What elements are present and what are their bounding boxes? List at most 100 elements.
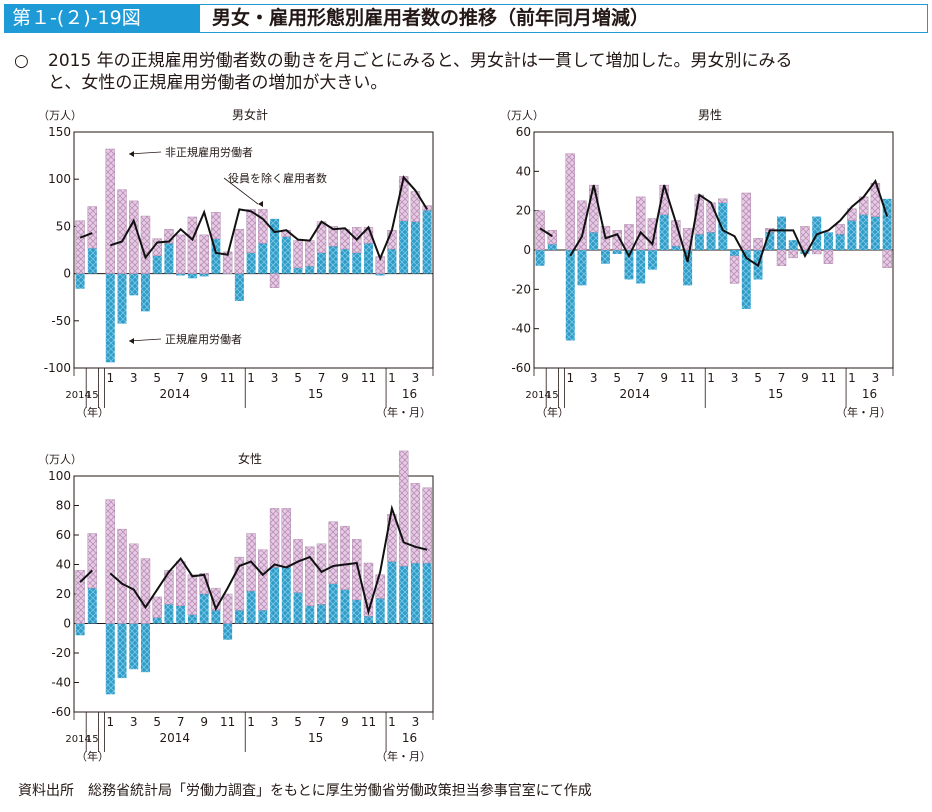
bar-regular-month: [199, 273, 209, 277]
bar-regular-annual: [75, 273, 85, 289]
x-unit-year: （年）: [76, 749, 109, 763]
bar-nonregular-month: [117, 189, 127, 274]
chart-title: 男女計: [232, 107, 268, 122]
y-tick-label: 100: [48, 469, 71, 483]
summary-text: ○ 2015 年の正規雇用労働者数の動きを月ごとにみると、男女計は一貫して増加した…: [14, 50, 919, 94]
bar-nonregular-annual: [75, 570, 85, 624]
annotation-arrow: [129, 338, 134, 344]
bar-regular-month: [399, 220, 409, 274]
annotation-leader: [223, 177, 259, 205]
annotation-label: 正規雇用労働者: [165, 332, 242, 346]
x-year-label: 15: [308, 731, 323, 745]
bar-nonregular-month: [612, 230, 622, 251]
summary-line-1: 2015 年の正規雇用労働者数の動きを月ごとにみると、男女計は一貫して増加した。…: [48, 51, 793, 71]
bar-regular-month: [176, 273, 186, 276]
bar-regular-month: [694, 234, 704, 250]
bar-nonregular-month: [211, 212, 221, 239]
x-unit-month: （年・月）: [376, 405, 431, 419]
y-tick-label: 100: [48, 172, 71, 186]
bar-regular-month: [741, 250, 751, 309]
bar-nonregular-month: [129, 200, 139, 274]
x-month-label: 9: [801, 371, 809, 385]
x-month-label: 5: [153, 715, 161, 729]
x-year-label: 2014: [620, 387, 651, 401]
bar-nonregular-month: [741, 192, 752, 251]
x-month-label: 7: [637, 371, 645, 385]
y-tick-label: 50: [56, 219, 71, 233]
bar-regular-month: [577, 250, 587, 286]
bar-nonregular-month: [105, 148, 115, 274]
bar-regular-month: [823, 232, 833, 250]
x-annual-label: 15: [86, 734, 99, 745]
bar-nonregular-month: [647, 218, 658, 251]
chart-title: 女性: [238, 451, 262, 466]
bar-regular-annual: [535, 250, 545, 266]
bar-regular-month: [410, 221, 420, 274]
line-total-annual: [539, 227, 553, 238]
annotation-leader: [128, 151, 162, 155]
bar-regular-month: [565, 250, 575, 341]
x-month-label: 11: [220, 715, 235, 729]
source-note: 資料出所 総務省統計局「労働力調査」をもとに厚生労働省労働政策担当参事官室にて作…: [18, 783, 592, 799]
bar-nonregular-month: [199, 573, 209, 595]
bar-regular-month: [352, 599, 362, 624]
bar-regular-month: [223, 623, 233, 640]
x-unit-month: （年・月）: [836, 405, 891, 419]
bar-regular-month: [281, 236, 291, 274]
line-total-annual: [79, 569, 93, 583]
bar-regular-month: [105, 623, 115, 695]
bar-nonregular-annual: [75, 220, 85, 274]
bar-regular-month: [340, 589, 350, 624]
bar-nonregular-month: [293, 240, 303, 269]
bar-regular-month: [140, 273, 150, 312]
x-month-label: 1: [566, 371, 574, 385]
bar-regular-month: [706, 232, 716, 250]
y-tick-label: 20: [516, 204, 531, 218]
x-month-label: 3: [130, 715, 138, 729]
x-month-label: 9: [200, 371, 208, 385]
bar-nonregular-annual: [87, 533, 98, 589]
x-month-label: 3: [731, 371, 739, 385]
bar-nonregular-month: [293, 539, 303, 593]
bar-nonregular-month: [258, 209, 268, 244]
bar-regular-month: [718, 202, 728, 250]
bar-regular-month: [387, 561, 397, 624]
bar-regular-month: [375, 598, 385, 624]
bar-regular-month: [800, 250, 810, 254]
bar-nonregular-month: [706, 202, 716, 233]
header-rule: [4, 32, 928, 33]
bar-regular-month: [258, 243, 268, 274]
bar-regular-month: [589, 232, 599, 250]
bar-regular-month: [765, 232, 775, 250]
bar-regular-month: [624, 250, 634, 280]
bar-nonregular-month: [187, 574, 198, 615]
x-month-label: 7: [318, 371, 326, 385]
x-month-label: 11: [361, 715, 376, 729]
x-month-label: 3: [130, 371, 138, 385]
y-tick-label: 20: [56, 587, 71, 601]
line-total-monthly: [109, 175, 428, 262]
bar-regular-month: [293, 267, 303, 274]
y-tick-label: 60: [516, 125, 531, 139]
bar-nonregular-month: [234, 556, 245, 611]
bar-nonregular-month: [340, 525, 350, 590]
bar-regular-month: [281, 567, 291, 624]
x-month-label: 9: [200, 715, 208, 729]
bar-nonregular-month: [258, 549, 268, 611]
x-month-label: 5: [294, 715, 302, 729]
bar-nonregular-month: [589, 184, 599, 233]
bar-regular-month: [328, 246, 338, 274]
bar-nonregular-month: [882, 249, 892, 268]
bar-regular-month: [234, 273, 244, 301]
x-month-label: 9: [341, 715, 349, 729]
y-tick-label: -20: [511, 282, 531, 296]
x-annual-label: 2014: [525, 390, 550, 401]
bar-regular-month: [258, 610, 268, 624]
bar-regular-month: [305, 266, 315, 274]
bar-regular-month: [328, 583, 338, 624]
bar-regular-month: [659, 214, 669, 250]
bar-regular-month: [199, 594, 209, 624]
bar-regular-annual: [547, 244, 557, 250]
